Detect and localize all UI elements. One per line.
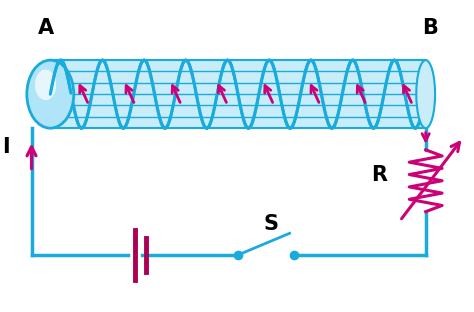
Text: B: B xyxy=(422,18,438,38)
Text: S: S xyxy=(264,214,278,234)
Ellipse shape xyxy=(27,60,74,128)
Text: I: I xyxy=(2,137,9,157)
Text: R: R xyxy=(371,164,387,185)
Polygon shape xyxy=(50,60,426,128)
Ellipse shape xyxy=(35,70,56,100)
Ellipse shape xyxy=(416,60,435,128)
Text: A: A xyxy=(37,18,54,38)
